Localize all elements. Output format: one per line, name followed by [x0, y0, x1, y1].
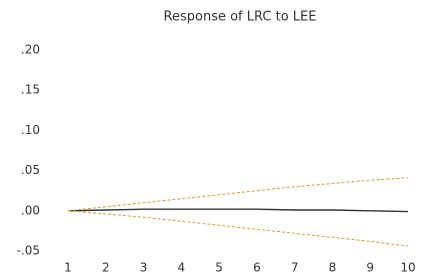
x-tick-label: 5 [215, 261, 223, 275]
x-tick-label: 9 [366, 261, 374, 275]
y-tick-label: .05 [21, 163, 40, 177]
chart-title: Response of LRC to LEE [164, 10, 317, 25]
x-tick-label: 2 [102, 261, 110, 275]
x-tick-label: 8 [329, 261, 337, 275]
confidence-band [68, 178, 408, 211]
x-tick-label: 4 [178, 261, 186, 275]
y-tick-label: .20 [21, 43, 40, 57]
x-tick-label: 1 [64, 261, 72, 275]
x-tick-label: 10 [400, 261, 415, 275]
chart: Response of LRC to LEE .20 .15 .10 .05 .00 -.… [0, 0, 425, 279]
page: {"chart_data": {"type": "line", "title":… [0, 0, 425, 279]
y-tick-label: .15 [21, 83, 40, 97]
y-tick-label: -.05 [17, 244, 40, 258]
x-tick-label: 3 [140, 261, 148, 275]
y-tick-label: .00 [21, 203, 40, 217]
x-tick-label: 6 [253, 261, 261, 275]
y-tick-label: .10 [21, 123, 40, 137]
x-tick-label: 7 [291, 261, 299, 275]
response-line [68, 209, 408, 211]
confidence-band [68, 211, 408, 246]
